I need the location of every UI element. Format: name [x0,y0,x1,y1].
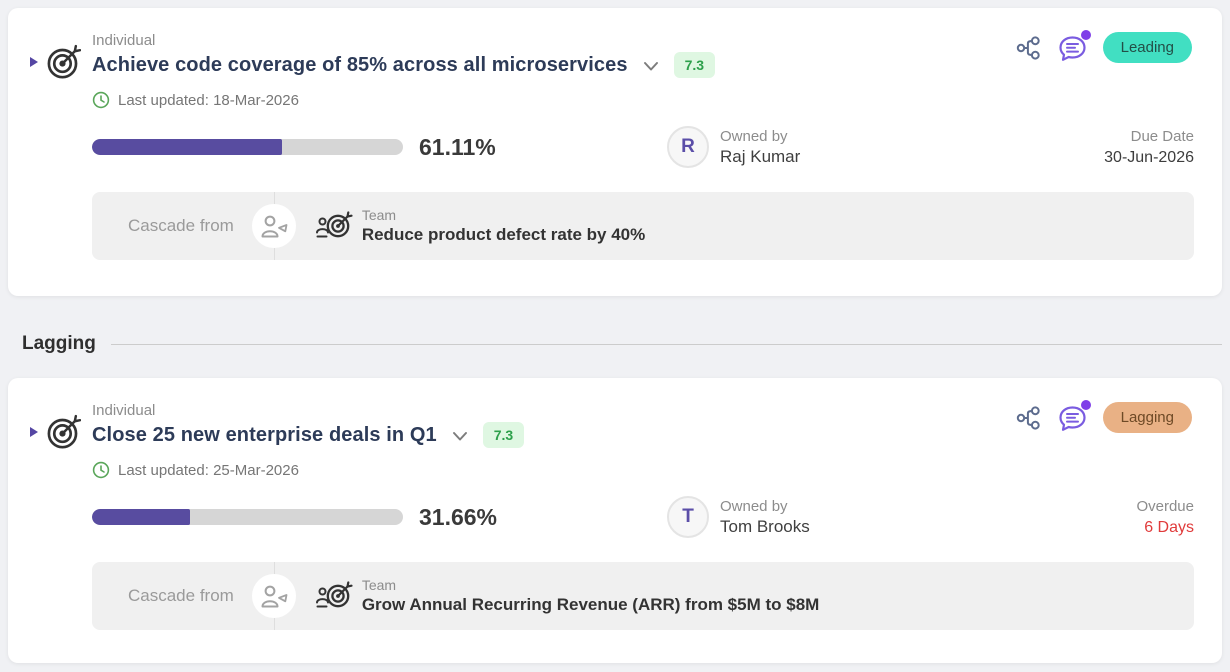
goal-gutter [28,400,92,630]
cascade-tree-icon[interactable] [1015,35,1042,61]
cascade-tree-icon[interactable] [1015,405,1042,431]
owner-name: Tom Brooks [720,516,810,536]
cascade-goal-title: Grow Annual Recurring Revenue (ARR) from… [361,595,820,614]
owner-avatar[interactable]: R [667,126,709,168]
goal-target-icon [46,42,82,84]
cascade-from-panel: Cascade from Team Grow Annual R [92,562,1194,630]
cascade-from-panel: Cascade from Team Reduce produc [92,192,1194,260]
expand-arrow-icon[interactable] [30,427,38,437]
deadline-group: Overdue 6 Days [1136,498,1194,537]
cascade-goal-title: Reduce product defect rate by 40% [361,225,646,244]
expand-arrow-icon[interactable] [30,57,38,67]
goal-type-label: Individual [92,32,156,49]
cascade-goal-type: Team [361,577,397,593]
cascade-person-icon [251,204,296,248]
cascade-parent-goal[interactable]: Team Grow Annual Recurring Revenue (ARR)… [315,577,819,615]
deadline-value: 6 Days [1144,518,1194,536]
progress-percent: 61.11% [419,133,496,160]
cascade-from-label: Cascade from [128,586,234,605]
owner-caption: Owned by [720,127,788,145]
score-badge[interactable]: 7.3 [673,52,716,78]
deadline-caption: Due Date [1130,127,1194,145]
score-badge[interactable]: 7.3 [482,422,525,448]
clock-icon [92,461,110,479]
owner-group: T Owned by Tom Brooks [667,496,810,538]
progress-bar [92,139,403,155]
goal-title[interactable]: Close 25 new enterprise deals in Q1 [92,423,437,446]
comments-icon[interactable] [1057,399,1091,433]
cascade-separator [251,562,297,630]
goal-card-code-coverage: Leading Individual Achieve code coverage… [8,8,1222,296]
cascade-person-icon [251,574,296,618]
comments-icon[interactable] [1057,29,1091,63]
clock-icon [92,91,110,109]
progress-bar-fill [92,139,283,155]
cascade-parent-goal[interactable]: Team Reduce product defect rate by 40% [315,207,645,245]
last-updated-text: Last updated: 25-Mar-2026 [118,461,299,479]
progress-percent: 31.66% [419,503,498,530]
deadline-caption: Overdue [1136,497,1194,515]
goal-target-icon [46,412,82,454]
owner-name: Raj Kumar [720,146,801,166]
goal-card-enterprise-deals: Lagging Individual Close 25 new enterpri… [8,378,1222,663]
cascade-separator [251,192,297,260]
section-divider-line [110,343,1222,345]
progress-bar-fill [92,509,191,525]
deadline-value: 30-Jun-2026 [1104,148,1194,166]
section-label: Lagging [22,333,96,354]
deadline-group: Due Date 30-Jun-2026 [1104,128,1194,167]
team-target-icon [315,208,353,244]
team-target-icon [315,578,353,614]
comment-notification-dot [1080,399,1091,410]
owner-caption: Owned by [720,497,788,515]
last-updated-text: Last updated: 18-Mar-2026 [118,91,299,109]
cascade-from-label: Cascade from [128,216,234,235]
status-badge[interactable]: Lagging [1102,402,1192,433]
section-header-lagging: Lagging [22,332,1222,356]
status-badge[interactable]: Leading [1102,32,1192,63]
owner-group: R Owned by Raj Kumar [667,126,800,168]
comment-notification-dot [1080,29,1091,40]
goal-gutter [28,30,92,260]
chevron-down-icon[interactable] [643,57,659,73]
cascade-goal-type: Team [361,207,397,223]
progress-bar [92,509,403,525]
owner-avatar[interactable]: T [667,496,709,538]
goal-type-label: Individual [92,402,156,419]
chevron-down-icon[interactable] [452,427,468,443]
goal-title[interactable]: Achieve code coverage of 85% across all … [92,53,628,76]
